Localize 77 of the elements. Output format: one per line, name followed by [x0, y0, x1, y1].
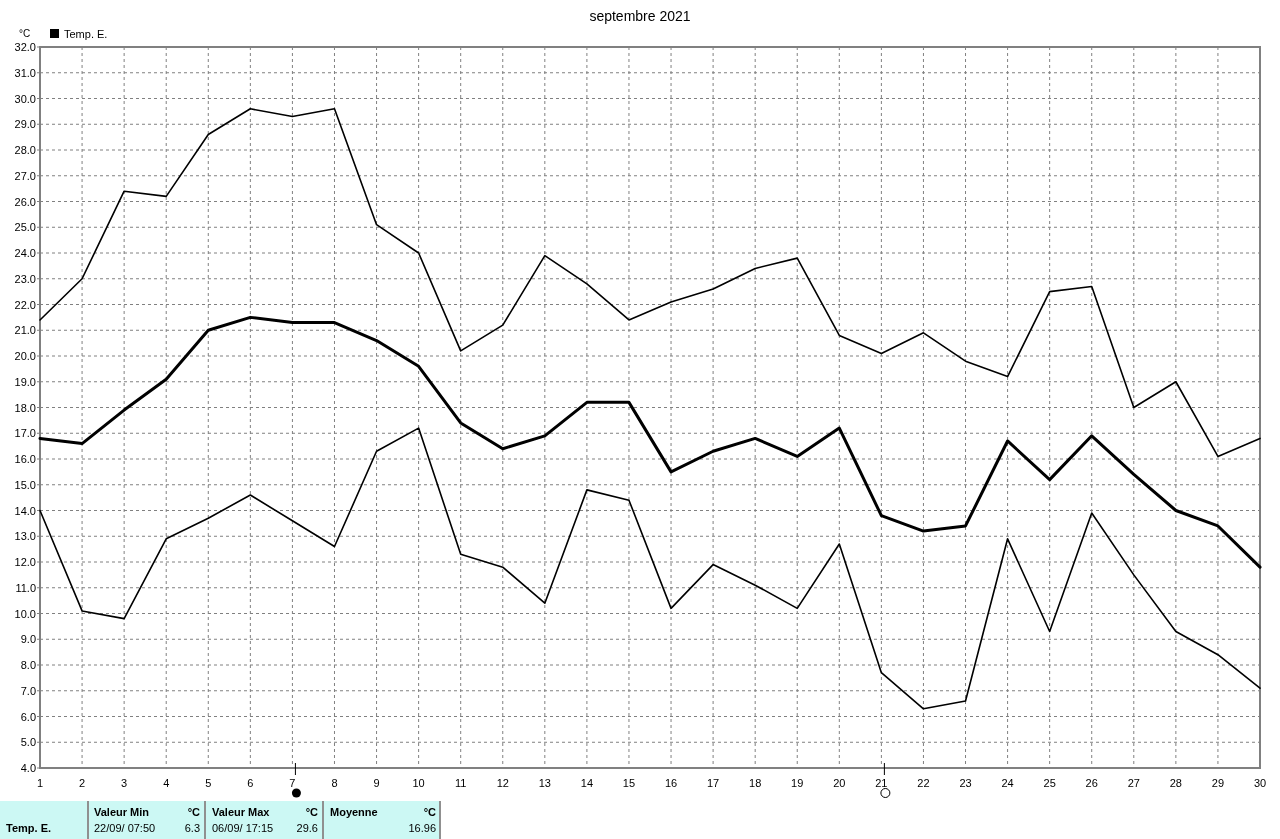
- x-tick-label: 23: [959, 777, 972, 789]
- x-tick-label: 7: [289, 777, 296, 789]
- y-tick-label: 25.0: [14, 221, 36, 234]
- x-tick-label: 12: [496, 777, 509, 789]
- y-tick-label: 30.0: [14, 92, 36, 105]
- x-tick-label: 29: [1211, 777, 1225, 789]
- y-tick-label: 28.0: [14, 144, 36, 156]
- text: Valeur Min: [94, 806, 150, 818]
- y-tick-label: 11.0: [15, 581, 36, 594]
- x-tick-label: 16: [664, 777, 678, 789]
- text: Valeur Max: [212, 806, 271, 818]
- x-tick-label: 26: [1085, 777, 1098, 789]
- y-tick-label: 4.0: [20, 762, 36, 774]
- x-tick-label: 3: [121, 777, 128, 789]
- y-tick-label: 31.0: [14, 66, 36, 79]
- y-tick-label: 19.0: [14, 375, 36, 388]
- line-series: [39, 108, 1261, 458]
- x-tick-label: 13: [538, 777, 551, 789]
- x-tick-label: 25: [1043, 777, 1056, 789]
- x-tick-label: 17: [706, 777, 720, 789]
- x-tick-label: 21: [875, 777, 888, 789]
- y-tick-label: 18.0: [14, 401, 36, 414]
- x-tick-label: 20: [833, 777, 846, 789]
- y-tick-label: 22.0: [14, 298, 36, 311]
- y-tick-label: 20.0: [14, 350, 36, 362]
- y-tick-label: 8.0: [20, 659, 36, 671]
- text: Temp. E.: [6, 822, 52, 834]
- text: °C: [187, 806, 201, 818]
- y-tick-label: 27.0: [14, 169, 36, 182]
- y-tick-label: 32.0: [14, 41, 36, 53]
- text: 16.96: [408, 822, 436, 834]
- y-tick-label: 7.0: [20, 684, 36, 697]
- line-series: [39, 427, 1261, 710]
- x-tick-label: 27: [1127, 777, 1140, 789]
- x-tick-label: 9: [373, 777, 380, 789]
- text: °C: [423, 806, 437, 818]
- x-tick-label: 15: [622, 777, 636, 789]
- x-tick-label: 4: [163, 777, 170, 789]
- x-tick-label: 6: [247, 777, 254, 789]
- y-tick-label: 24.0: [14, 247, 36, 259]
- y-tick-label: 5.0: [20, 736, 36, 749]
- x-tick-label: 5: [205, 777, 212, 789]
- y-tick-label: 6.0: [20, 710, 36, 723]
- x-tick-label: 8: [331, 777, 338, 789]
- y-tick-label: 15.0: [14, 478, 36, 491]
- legend-label: Temp. E.: [64, 28, 108, 40]
- y-tick-label: 16.0: [14, 453, 36, 465]
- y-tick-label: 23.0: [14, 272, 36, 285]
- y-tick-label: 12.0: [14, 556, 36, 568]
- x-tick-label: 10: [412, 777, 425, 789]
- text: 22/09/ 07:50: [94, 822, 156, 834]
- y-tick-label: 17.0: [14, 427, 36, 440]
- x-tick-label: 30: [1253, 777, 1267, 789]
- text: °C: [305, 806, 319, 818]
- x-tick-label: 19: [791, 777, 804, 789]
- y-tick-label: 9.0: [20, 633, 36, 646]
- y-tick-label: 13.0: [14, 530, 36, 543]
- y-tick-label: 10.0: [14, 607, 36, 620]
- chart-title: septembre 2021: [589, 8, 691, 24]
- x-tick-label: 2: [79, 777, 86, 789]
- x-tick-label: 18: [749, 777, 762, 789]
- x-tick-label: 1: [36, 777, 44, 789]
- x-tick-label: 24: [1001, 777, 1014, 789]
- text: 29.6: [296, 822, 318, 834]
- x-tick-label: 22: [917, 777, 930, 789]
- x-tick-label: 28: [1169, 777, 1182, 789]
- text: Moyenne: [330, 806, 378, 818]
- x-tick-label: 14: [580, 777, 594, 789]
- text: 06/09/ 17:15: [212, 822, 274, 834]
- y-tick-label: 21.0: [14, 324, 36, 337]
- y-tick-label: 29.0: [14, 118, 36, 131]
- x-tick-label: 11: [454, 777, 467, 789]
- y-axis-title: °C: [19, 28, 31, 39]
- text: 6.3: [184, 822, 200, 834]
- y-tick-label: 14.0: [14, 504, 36, 517]
- line-series: [38, 315, 1262, 569]
- y-tick-label: 26.0: [14, 195, 36, 208]
